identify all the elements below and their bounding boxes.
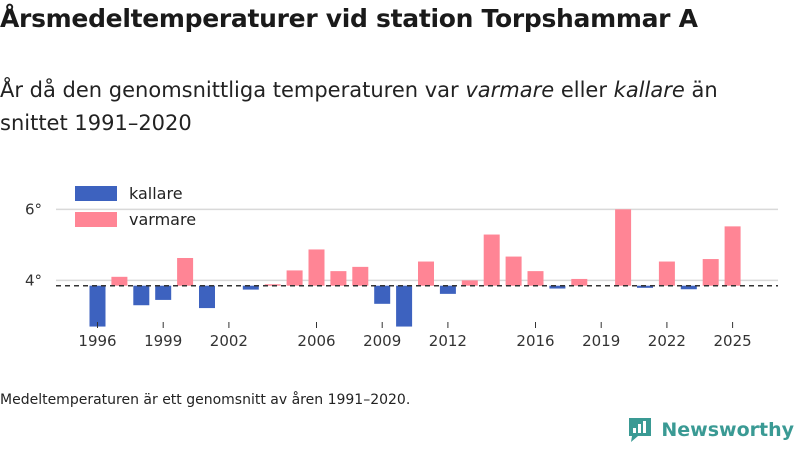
newsworthy-logo: Newsworthy [627, 416, 794, 444]
chart-title: Årsmedeltemperaturer vid station Torpsha… [0, 4, 698, 33]
bar-1996 [89, 285, 106, 327]
bar-1999 [155, 285, 172, 300]
bar-2009 [374, 285, 391, 304]
legend-swatch-cold [75, 186, 117, 201]
y-tick-label: 4° [25, 271, 42, 289]
bar-1997 [111, 276, 128, 286]
bar-2018 [571, 278, 588, 286]
bar-2025 [724, 226, 741, 286]
bar-2003 [242, 285, 259, 290]
bar-2020 [615, 209, 632, 286]
newsworthy-logo-icon [629, 418, 652, 442]
newsworthy-logo-text: Newsworthy [661, 419, 794, 441]
bar-1998 [133, 285, 150, 306]
bar-2013 [461, 280, 478, 286]
bar-2006 [308, 249, 325, 286]
bar-2008 [352, 266, 369, 286]
bar-2022 [658, 261, 675, 286]
bar-2011 [418, 261, 434, 286]
footnote: Medeltemperaturen är ett genomsnitt av å… [0, 392, 411, 408]
bar-2016 [527, 271, 544, 286]
bar-2015 [505, 256, 522, 286]
x-tick-label: 2019 [582, 332, 620, 350]
x-tick-label: 1996 [78, 332, 116, 350]
x-axis-ticks: 1996 1999 2002 2006 2009 2012 2016 2019 2022 2025 [78, 322, 752, 350]
subtitle-text-1: År då den genomsnittliga temperaturen va… [0, 78, 466, 102]
bar-2024 [702, 259, 719, 286]
legend-label-cold: kallare [129, 184, 183, 203]
x-tick-label: 2009 [363, 332, 401, 350]
bar-2000 [177, 257, 194, 286]
subtitle-cold-word: kallare [613, 78, 685, 102]
x-tick-label: 2012 [429, 332, 467, 350]
subtitle-warm-word: varmare [465, 78, 555, 102]
subtitle-text-2: eller [554, 78, 614, 102]
bar-2021 [637, 285, 653, 288]
x-tick-label: 1999 [144, 332, 182, 350]
legend-swatch-warm [75, 212, 117, 227]
grid-lines [56, 208, 778, 282]
x-tick-label: 2016 [516, 332, 554, 350]
chart-subtitle: År då den genomsnittliga temperaturen va… [0, 74, 790, 140]
y-axis-ticks: 4° 6° [25, 200, 42, 289]
bar-2005 [286, 270, 303, 286]
bar-2001 [199, 285, 215, 309]
bar-2010 [396, 285, 413, 327]
x-tick-label: 2006 [297, 332, 335, 350]
bar-2014 [483, 234, 500, 286]
y-tick-label: 6° [25, 200, 42, 218]
subtitle-text-3: än snittet 1991–2020 [0, 78, 718, 135]
x-tick-label: 2022 [648, 332, 686, 350]
x-tick-label: 2002 [210, 332, 248, 350]
x-tick-label: 2025 [714, 332, 752, 350]
bars [89, 209, 741, 327]
legend: kallare varmare [75, 184, 196, 229]
bar-2017 [549, 285, 566, 289]
bar-2012 [439, 285, 456, 294]
bar-2007 [330, 271, 347, 286]
legend-label-warm: varmare [129, 210, 196, 229]
temperature-bar-chart: 4° 6° 1996 1999 2002 2006 2009 2012 2016 2019 202… [25, 184, 778, 350]
bar-2023 [680, 285, 697, 290]
